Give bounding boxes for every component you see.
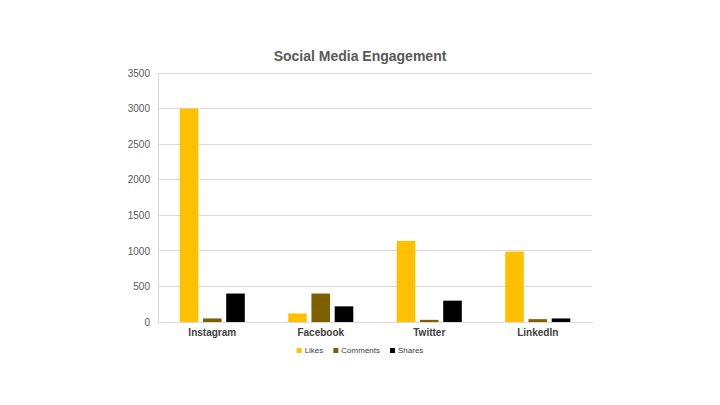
y-axis-line — [158, 74, 159, 323]
bar — [203, 318, 222, 322]
x-tick-label: Twitter — [413, 327, 445, 338]
x-axis: Instagram Facebook Twitter LinkedIn — [159, 322, 593, 338]
bar — [397, 241, 416, 322]
x-tick: LinkedIn — [517, 322, 558, 338]
legend: Likes Comments Shares — [297, 346, 424, 355]
y-tick: 2500 — [128, 139, 158, 150]
grid-line — [158, 179, 592, 180]
series — [203, 294, 547, 322]
y-tick-label: 2000 — [128, 174, 151, 185]
bar — [505, 252, 524, 322]
y-tick-label: 0 — [144, 317, 150, 328]
title: Social Media Engagement — [274, 48, 447, 64]
grid — [158, 73, 592, 322]
x-tick: Facebook — [297, 322, 344, 338]
grid-line — [158, 108, 592, 109]
y-tick: 0 — [144, 317, 158, 328]
x-tick-label: Facebook — [297, 327, 344, 338]
y-tick-label: 500 — [133, 281, 150, 292]
grid-line — [158, 215, 592, 216]
legend-item: Shares — [390, 346, 423, 355]
bar — [311, 294, 330, 322]
x-tick: Instagram — [188, 322, 236, 338]
y-tick-label: 1000 — [128, 246, 151, 257]
y-tick: 500 — [133, 281, 158, 292]
y-tick: 1500 — [128, 210, 158, 221]
legend-item: Comments — [333, 346, 380, 355]
legend-label: Shares — [398, 346, 423, 355]
bar — [288, 313, 307, 322]
y-tick: 3000 — [128, 103, 158, 114]
y-tick: 3500 — [128, 68, 158, 79]
y-tick-label: 2500 — [128, 139, 151, 150]
bars — [180, 109, 571, 322]
x-axis-line — [159, 322, 593, 323]
y-tick-label: 3000 — [128, 103, 151, 114]
legend-label: Comments — [341, 346, 380, 355]
grid-line — [158, 73, 592, 74]
series — [226, 294, 570, 322]
y-tick-label: 3500 — [128, 68, 151, 79]
grid-line — [158, 250, 592, 251]
legend-label: Likes — [305, 346, 324, 355]
legend-item: Likes — [297, 346, 324, 355]
series — [180, 109, 524, 322]
bar — [180, 109, 199, 322]
legend-swatch — [297, 348, 302, 353]
y-tick: 1000 — [128, 246, 158, 257]
bar — [335, 306, 354, 322]
legend-swatch — [390, 348, 395, 353]
grid-line — [158, 286, 592, 287]
bar — [528, 319, 547, 322]
x-tick-label: Instagram — [188, 327, 236, 338]
grid-line — [158, 144, 592, 145]
y-tick: 2000 — [128, 174, 158, 185]
chart: 0 500 1000 1500 2000 2500 3000 3500 Instagram Fac… — [0, 0, 720, 405]
plot-area: 0 500 1000 1500 2000 2500 3000 3500 Instagram Fac… — [128, 68, 593, 338]
bar — [552, 318, 571, 322]
bar — [420, 320, 439, 322]
legend-swatch — [333, 348, 338, 353]
y-tick-label: 1500 — [128, 210, 151, 221]
y-axis: 0 500 1000 1500 2000 2500 3000 3500 — [128, 68, 159, 328]
grid-line — [158, 322, 592, 323]
x-tick-label: LinkedIn — [517, 327, 558, 338]
bar — [443, 301, 462, 322]
bar — [226, 294, 245, 322]
x-tick: Twitter — [413, 322, 445, 338]
